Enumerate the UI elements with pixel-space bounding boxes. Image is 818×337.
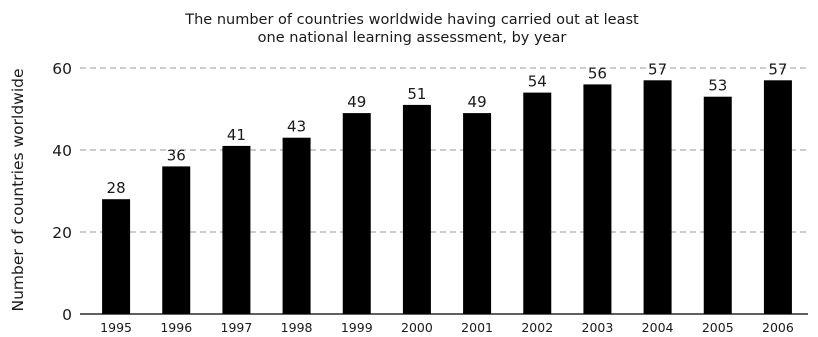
- x-axis-ticks: 1995 1996 1997 1998 1999 2000 2001 2002 2003 2004…: [100, 320, 794, 335]
- bar-2001: [463, 113, 492, 314]
- chart-title: The number of countries worldwide having…: [184, 12, 639, 46]
- data-label-2000: 51: [407, 85, 426, 103]
- y-tick-label: 40: [52, 142, 72, 160]
- data-label-1996: 36: [167, 146, 186, 164]
- chart-title-line-1: The number of countries worldwide having…: [184, 12, 639, 28]
- data-label-2002: 54: [528, 73, 547, 91]
- x-tick-label: 1996: [160, 320, 192, 335]
- bar-2002: [523, 92, 552, 314]
- data-label-2006: 57: [768, 60, 787, 78]
- x-tick-label: 1998: [281, 320, 313, 335]
- bar-1998: [282, 137, 311, 314]
- bar-1995: [102, 199, 131, 314]
- data-label-2001: 49: [468, 93, 487, 111]
- y-axis-ticks: 0 20 40 60: [52, 60, 72, 324]
- y-tick-label: 60: [52, 60, 72, 78]
- data-label-1999: 49: [347, 93, 366, 111]
- bar-1997: [222, 145, 251, 314]
- x-tick-label: 1995: [100, 320, 132, 335]
- data-label-1995: 28: [107, 179, 126, 197]
- bar-2004: [643, 80, 672, 314]
- x-tick-label: 2000: [401, 320, 433, 335]
- bar-1999: [342, 113, 371, 314]
- bar-2006: [763, 80, 792, 314]
- data-labels: 28 36 41 43 49 51 49 54 56 57 53 57: [107, 60, 788, 197]
- data-label-2005: 53: [708, 77, 727, 95]
- data-label-1998: 43: [287, 118, 306, 136]
- x-tick-label: 2004: [642, 320, 674, 335]
- bar-2000: [402, 104, 431, 315]
- data-label-2003: 56: [588, 64, 607, 82]
- bar-1996: [162, 166, 191, 314]
- bars: [102, 80, 792, 315]
- y-axis-label: Number of countries worldwide: [9, 68, 27, 311]
- x-tick-label: 2002: [521, 320, 553, 335]
- chart-title-line-2: one national learning assessment, by yea…: [258, 30, 567, 46]
- x-tick-label: 2006: [762, 320, 794, 335]
- y-tick-label: 20: [52, 224, 72, 242]
- bar-2003: [583, 84, 612, 315]
- data-label-2004: 57: [648, 60, 667, 78]
- x-tick-label: 2003: [582, 320, 614, 335]
- x-tick-label: 2001: [461, 320, 493, 335]
- y-tick-label: 0: [62, 306, 72, 324]
- x-tick-label: 2005: [702, 320, 734, 335]
- x-tick-label: 1999: [341, 320, 373, 335]
- x-tick-label: 1997: [221, 320, 253, 335]
- bar-2005: [703, 96, 732, 314]
- gridlines: [80, 67, 808, 233]
- data-label-1997: 41: [227, 126, 246, 144]
